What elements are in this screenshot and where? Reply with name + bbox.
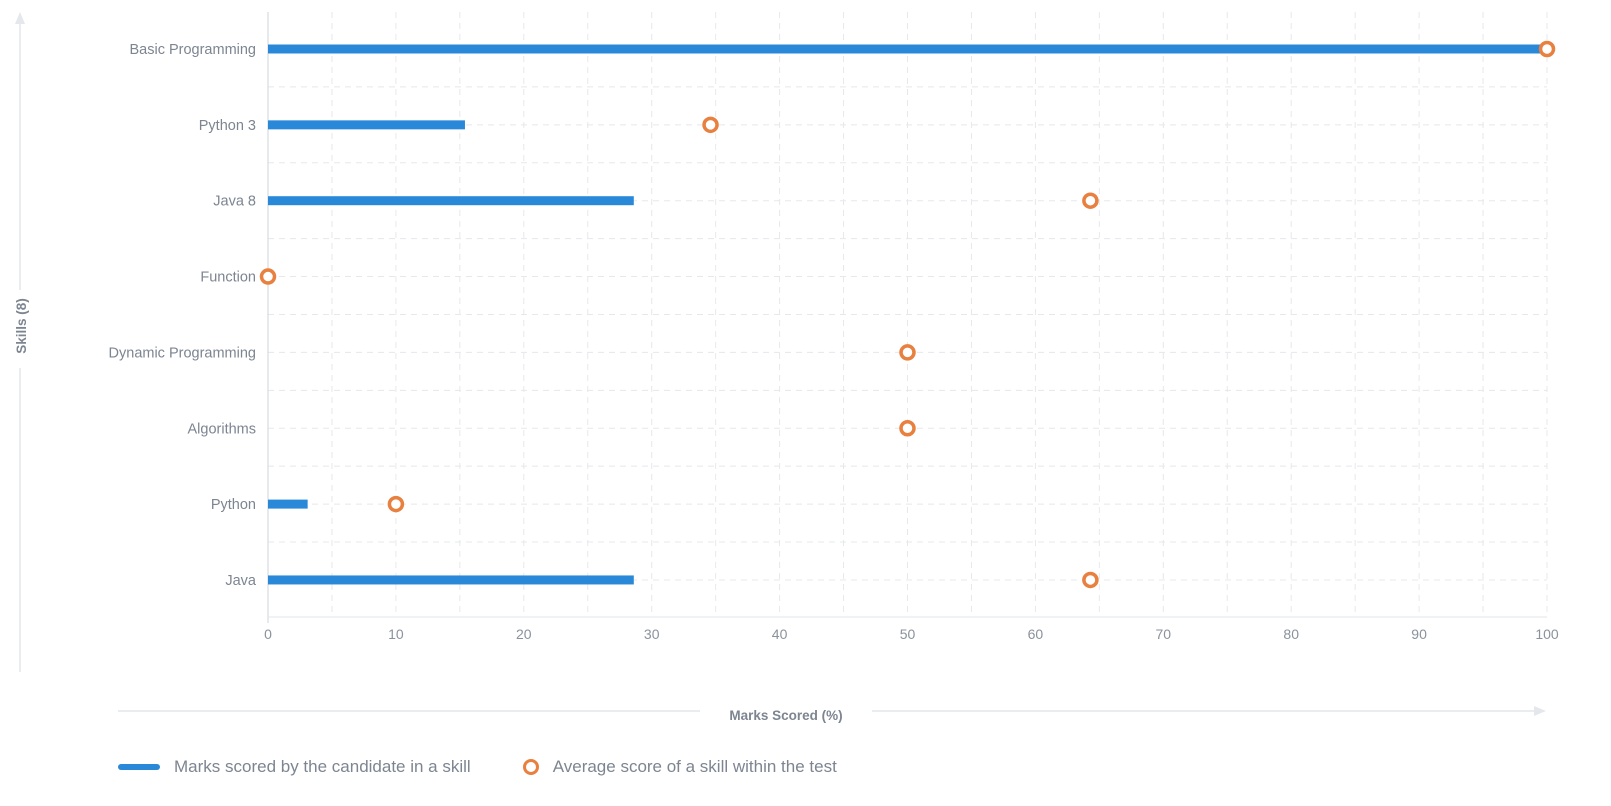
- y-axis-title: Skills (8): [14, 298, 29, 354]
- x-tick-label: 50: [900, 626, 916, 642]
- legend-item-average-score[interactable]: Average score of a skill within the test: [522, 757, 837, 777]
- bar-candidate-marks: [268, 196, 634, 206]
- marker-average-score: [1082, 571, 1099, 589]
- y-category-label: Basic Programming: [129, 42, 256, 58]
- legend-ring-swatch: [522, 759, 539, 775]
- legend-label-candidate-marks: Marks scored by the candidate in a skill: [174, 757, 471, 776]
- bar-candidate-marks: [268, 499, 308, 509]
- marker-average-score: [899, 344, 916, 361]
- bar-candidate-marks: [268, 44, 1547, 54]
- legend-label-average-score: Average score of a skill within the test: [552, 757, 837, 776]
- x-tick-label: 20: [516, 626, 532, 642]
- x-tick-label: 60: [1028, 626, 1044, 642]
- y-category-label: Python 3: [199, 118, 256, 134]
- y-category-label: Dynamic Programming: [109, 345, 256, 361]
- x-tick-label: 100: [1535, 626, 1559, 642]
- y-category-label: Algorithms: [188, 421, 257, 437]
- marker-average-score: [702, 116, 719, 134]
- x-tick-label: 40: [772, 626, 788, 642]
- y-category-label: Python: [211, 497, 256, 513]
- bar-candidate-marks: [268, 120, 465, 130]
- y-category-label: Java 8: [213, 194, 256, 210]
- y-axis-arrow-head: [15, 12, 25, 24]
- marker-average-score: [1538, 40, 1556, 58]
- x-tick-label: 10: [388, 626, 404, 642]
- x-tick-label: 30: [644, 626, 660, 642]
- x-tick-label: 70: [1156, 626, 1172, 642]
- legend-item-candidate-marks[interactable]: Marks scored by the candidate in a skill: [118, 757, 471, 777]
- y-category-label: Function: [200, 270, 256, 286]
- chart-legend: Marks scored by the candidate in a skill…: [118, 753, 889, 781]
- x-tick-label: 90: [1411, 626, 1427, 642]
- x-axis-arrow-head: [1534, 706, 1546, 716]
- marker-average-score: [259, 268, 277, 285]
- x-tick-label: 80: [1283, 626, 1299, 642]
- legend-bar-swatch: [118, 764, 160, 770]
- bar-candidate-marks: [268, 575, 634, 585]
- y-category-label: Java: [225, 573, 257, 589]
- marker-average-score: [899, 420, 916, 437]
- x-axis-title: Marks Scored (%): [729, 708, 842, 723]
- marker-average-score: [1082, 192, 1099, 209]
- x-tick-label: 0: [264, 626, 272, 642]
- marker-average-score: [387, 495, 405, 513]
